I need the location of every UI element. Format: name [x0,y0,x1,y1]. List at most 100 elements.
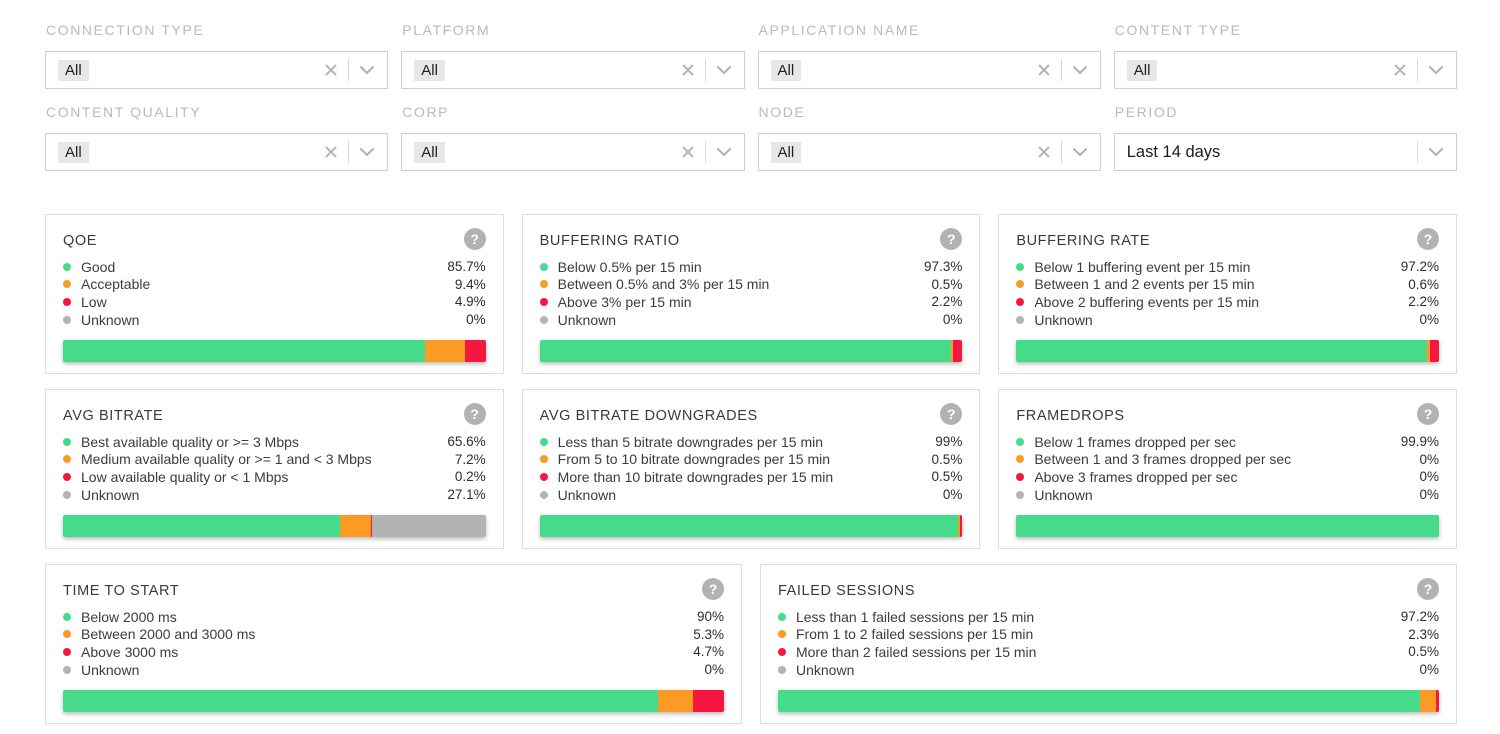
help-icon[interactable]: ? [1416,228,1439,250]
select-divider [704,141,706,163]
filter-select-box[interactable]: All [45,133,389,171]
chevron-down-icon[interactable] [1072,65,1088,75]
help-icon[interactable]: ? [1416,403,1439,425]
card-bar [539,515,963,538]
cards-grid: QOE ? Good 85.7% Acceptable 9.4% Low 4.9… [45,214,1457,724]
filter-value-chip[interactable]: All [414,141,445,163]
filter-select-box[interactable]: All [45,51,389,89]
filter-value-chip[interactable]: All [414,59,445,81]
legend-row: Below 1 frames dropped per sec 99.9% [1016,433,1439,451]
help-icon[interactable]: ? [940,228,963,250]
help-icon[interactable]: ? [1416,578,1439,600]
filter-select-box[interactable]: All [401,51,745,89]
bar-segment-bad [1435,690,1439,713]
card-header: TIME TO START ? [63,578,724,600]
chevron-down-icon[interactable] [359,147,375,157]
clear-icon[interactable] [1393,63,1407,77]
card-legend: Less than 1 failed sessions per 15 min 9… [777,608,1439,678]
card-header: QOE ? [63,228,486,250]
legend-dot-icon [1016,280,1025,289]
filter-field-content-type: CONTENT TYPE All [1113,22,1457,89]
legend-dot-icon [539,490,548,499]
legend-dot-icon [63,490,71,499]
legend-row: Between 2000 and 3000 ms 5.3% [63,626,724,644]
legend-label: Unknown [1034,486,1093,503]
legend-row: Low available quality or < 1 Mbps 0.2% [63,468,486,486]
chevron-down-icon[interactable] [1428,147,1444,157]
help-icon[interactable]: ? [463,403,486,425]
filter-field-connection-type: CONNECTION TYPE All [45,22,389,89]
legend-value: 0% [1419,469,1439,485]
select-divider [1060,59,1062,81]
chevron-down-icon[interactable] [1428,65,1444,75]
legend-value: 65.6% [447,434,486,450]
metric-card-qoe: QOE ? Good 85.7% Acceptable 9.4% Low 4.9… [45,214,504,374]
filter-value-chip[interactable]: All [770,59,802,81]
legend-label: Unknown [81,661,140,678]
legend-value: 2.2% [1408,294,1439,310]
legend-label: Below 0.5% per 15 min [557,258,702,275]
chevron-down-icon[interactable] [1072,147,1088,157]
bar-segment-warn [1427,340,1430,363]
legend-value: 99% [935,434,963,450]
legend-label: Between 1 and 2 events per 15 min [1034,276,1255,293]
chevron-down-icon[interactable] [359,65,375,75]
legend-row: Unknown 27.1% [63,486,486,504]
legend-row: Below 0.5% per 15 min 97.3% [539,258,963,276]
card-header: AVG BITRATE ? [63,403,486,425]
legend-label: Above 3000 ms [81,643,179,660]
legend-value: 0.6% [1408,276,1439,292]
legend-dot-icon [1016,315,1025,324]
clear-icon[interactable] [324,63,338,77]
filter-field-content-quality: CONTENT QUALITY All [45,104,389,171]
legend-label: Unknown [81,486,140,503]
select-divider [1060,141,1062,163]
bar-segment-good [63,690,658,713]
filter-select-box[interactable]: All [757,51,1101,89]
bar-segment-warn [340,515,371,538]
legend-value: 27.1% [447,487,486,503]
select-controls [324,59,375,81]
metric-card-avg-bitrate: AVG BITRATE ? Best available quality or … [45,389,504,549]
filter-value-chip[interactable]: All [58,141,89,163]
legend-label: Acceptable [81,276,151,293]
filter-field-corp: CORP All [401,104,745,171]
filter-select-box[interactable]: All [401,133,745,171]
filter-value-chip[interactable]: All [58,59,89,81]
legend-dot-icon [63,297,71,306]
clear-icon[interactable] [681,145,695,159]
filter-select-box[interactable]: Last 14 days [1113,133,1457,171]
card-header: FAILED SESSIONS ? [778,578,1439,600]
select-divider [348,59,350,81]
legend-dot-icon [63,262,71,271]
filter-select-box[interactable]: All [757,133,1101,171]
filter-value-chip[interactable]: All [1126,59,1158,81]
legend-label: Good [81,258,116,275]
legend-row: Above 3000 ms 4.7% [63,643,724,661]
legend-dot-icon [63,315,71,324]
legend-label: Below 2000 ms [81,608,177,625]
bar-segment-unknown [371,515,486,538]
filter-select-box[interactable]: All [1113,51,1457,89]
clear-icon[interactable] [681,63,695,77]
filter-value-chip[interactable]: All [770,141,802,163]
legend-row: More than 2 failed sessions per 15 min 0… [777,643,1439,661]
legend-value: 99.9% [1400,434,1439,450]
help-icon[interactable]: ? [701,578,724,600]
clear-icon[interactable] [1037,63,1051,77]
metric-card-framedrops: FRAMEDROPS ? Below 1 frames dropped per … [998,389,1457,549]
clear-icon[interactable] [1037,145,1051,159]
clear-icon[interactable] [324,145,338,159]
legend-value: 5.3% [693,626,724,642]
chevron-down-icon[interactable] [716,147,732,157]
legend-value: 0% [1419,451,1439,467]
legend-dot-icon [777,647,786,656]
legend-value: 97.2% [1400,609,1439,625]
help-icon[interactable]: ? [463,228,486,250]
metric-card-avg-bitrate-downgrades: AVG BITRATE DOWNGRADES ? Less than 5 bit… [521,389,981,549]
bar-segment-warn [1420,690,1436,713]
help-icon[interactable]: ? [940,403,963,425]
card-title: QOE [63,233,98,249]
legend-value: 97.3% [924,259,963,275]
chevron-down-icon[interactable] [716,65,732,75]
